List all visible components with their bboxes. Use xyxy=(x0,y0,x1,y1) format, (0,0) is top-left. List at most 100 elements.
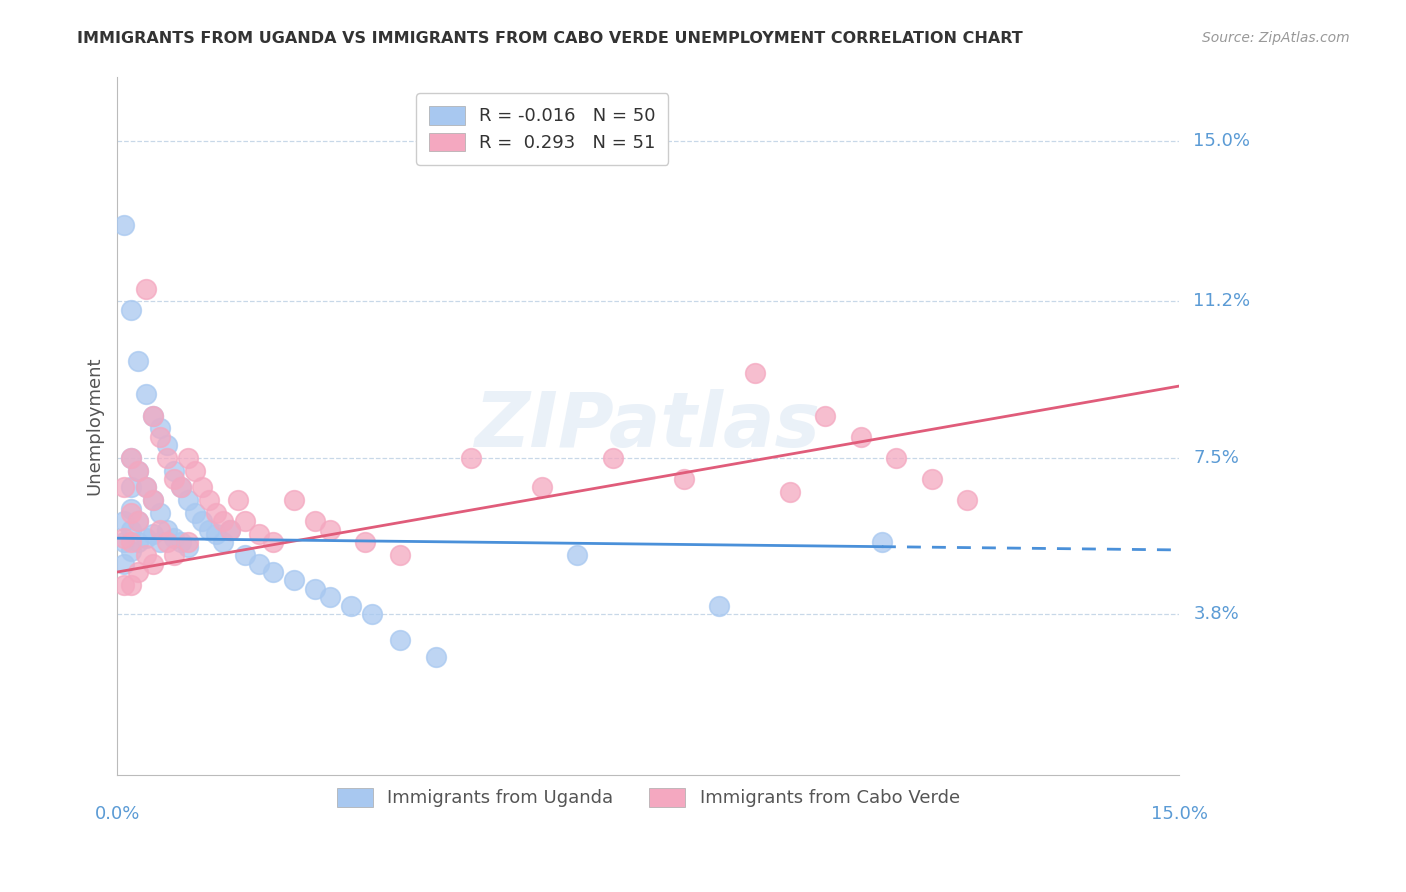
Point xyxy=(205,527,228,541)
Point xyxy=(184,506,207,520)
Point xyxy=(425,649,447,664)
Point xyxy=(163,464,186,478)
Text: ZIPatlas: ZIPatlas xyxy=(475,389,821,463)
Point xyxy=(127,464,149,478)
Point xyxy=(120,544,142,558)
Point xyxy=(142,493,165,508)
Point xyxy=(127,565,149,579)
Point xyxy=(149,506,172,520)
Point xyxy=(707,599,730,613)
Point xyxy=(340,599,363,613)
Point xyxy=(112,535,135,549)
Point xyxy=(170,480,193,494)
Point xyxy=(814,409,837,423)
Text: 7.5%: 7.5% xyxy=(1194,449,1239,467)
Point xyxy=(120,501,142,516)
Point xyxy=(163,472,186,486)
Point xyxy=(233,548,256,562)
Point xyxy=(112,577,135,591)
Point xyxy=(921,472,943,486)
Point xyxy=(262,565,284,579)
Point xyxy=(134,531,156,545)
Point xyxy=(177,535,200,549)
Point xyxy=(177,540,200,554)
Point xyxy=(120,480,142,494)
Point xyxy=(112,557,135,571)
Point xyxy=(120,523,142,537)
Point xyxy=(134,548,156,562)
Point xyxy=(354,535,377,549)
Point xyxy=(127,514,149,528)
Point xyxy=(156,450,179,465)
Point xyxy=(870,535,893,549)
Text: 0.0%: 0.0% xyxy=(94,805,139,823)
Point xyxy=(142,527,165,541)
Point xyxy=(389,548,412,562)
Point xyxy=(120,577,142,591)
Point xyxy=(156,523,179,537)
Point xyxy=(198,493,221,508)
Point xyxy=(120,302,142,317)
Point xyxy=(163,548,186,562)
Text: 11.2%: 11.2% xyxy=(1194,293,1250,310)
Text: IMMIGRANTS FROM UGANDA VS IMMIGRANTS FROM CABO VERDE UNEMPLOYMENT CORRELATION CH: IMMIGRANTS FROM UGANDA VS IMMIGRANTS FRO… xyxy=(77,31,1024,46)
Point xyxy=(531,480,554,494)
Point xyxy=(127,514,149,528)
Point xyxy=(120,450,142,465)
Text: Source: ZipAtlas.com: Source: ZipAtlas.com xyxy=(1202,31,1350,45)
Point xyxy=(120,506,142,520)
Point xyxy=(602,450,624,465)
Text: 15.0%: 15.0% xyxy=(1194,132,1250,150)
Point xyxy=(177,450,200,465)
Point xyxy=(112,219,135,233)
Point xyxy=(163,531,186,545)
Point xyxy=(219,523,242,537)
Point xyxy=(149,421,172,435)
Point xyxy=(149,430,172,444)
Point xyxy=(283,574,305,588)
Point xyxy=(849,430,872,444)
Point xyxy=(247,557,270,571)
Point xyxy=(127,464,149,478)
Point xyxy=(142,493,165,508)
Point xyxy=(170,535,193,549)
Point xyxy=(212,535,235,549)
Y-axis label: Unemployment: Unemployment xyxy=(86,357,103,495)
Point xyxy=(112,480,135,494)
Point xyxy=(283,493,305,508)
Point xyxy=(262,535,284,549)
Text: 3.8%: 3.8% xyxy=(1194,606,1239,624)
Point xyxy=(361,607,384,622)
Point xyxy=(156,535,179,549)
Point xyxy=(233,514,256,528)
Point xyxy=(672,472,695,486)
Point xyxy=(149,535,172,549)
Point xyxy=(389,632,412,647)
Point xyxy=(318,591,340,605)
Point xyxy=(177,493,200,508)
Point xyxy=(120,450,142,465)
Point xyxy=(198,523,221,537)
Point xyxy=(304,582,326,596)
Point xyxy=(318,523,340,537)
Point xyxy=(247,527,270,541)
Point xyxy=(156,438,179,452)
Point xyxy=(120,535,142,549)
Point xyxy=(779,484,801,499)
Point xyxy=(134,480,156,494)
Point xyxy=(219,523,242,537)
Point xyxy=(142,409,165,423)
Point xyxy=(142,409,165,423)
Point xyxy=(149,523,172,537)
Point xyxy=(191,514,214,528)
Point xyxy=(112,514,135,528)
Point xyxy=(212,514,235,528)
Point xyxy=(744,367,766,381)
Point xyxy=(184,464,207,478)
Point xyxy=(191,480,214,494)
Point xyxy=(127,535,149,549)
Point xyxy=(134,480,156,494)
Point xyxy=(567,548,589,562)
Point xyxy=(205,506,228,520)
Legend: Immigrants from Uganda, Immigrants from Cabo Verde: Immigrants from Uganda, Immigrants from … xyxy=(329,780,967,814)
